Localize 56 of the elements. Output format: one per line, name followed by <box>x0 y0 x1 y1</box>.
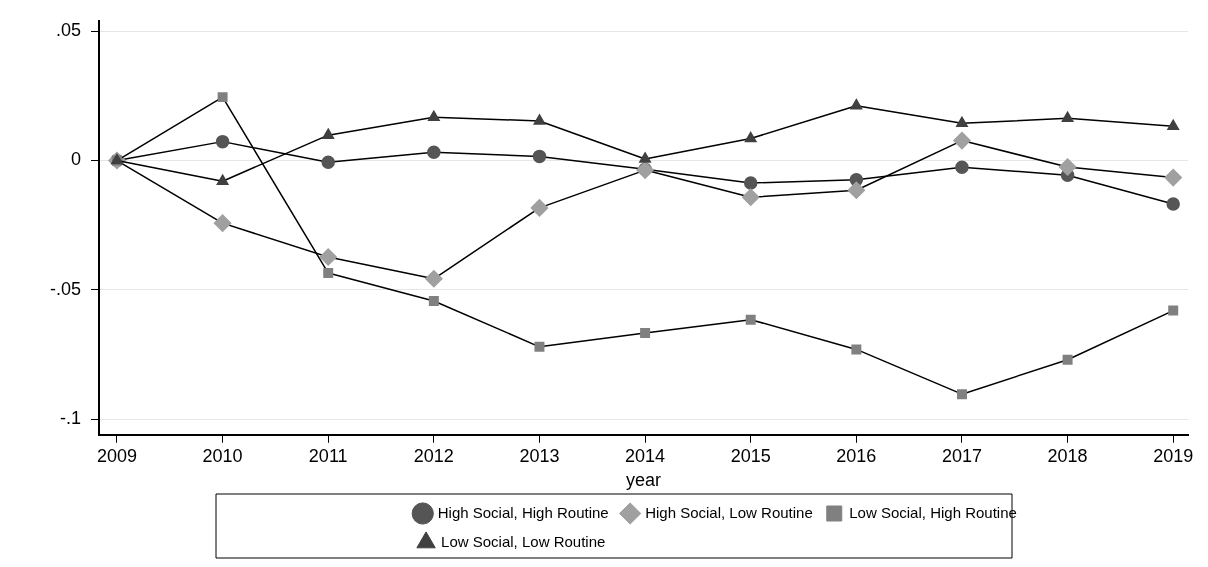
point <box>427 110 440 122</box>
point <box>956 389 967 400</box>
point <box>1061 111 1074 123</box>
point <box>323 268 334 279</box>
legend-label: Low Social, High Routine <box>849 503 1017 521</box>
y-tick-label: -.05 <box>49 278 82 299</box>
x-tick-label: 2015 <box>730 445 771 466</box>
x-tick-label: 2011 <box>308 445 348 466</box>
x-tick-label: 2013 <box>519 445 560 466</box>
y-tick-label: .05 <box>55 20 82 41</box>
x-tick-label: 2018 <box>1047 445 1088 466</box>
legend-label: High Social, High Routine <box>437 503 609 521</box>
legend-label: Low Social, Low Routine <box>441 532 606 550</box>
point <box>321 155 335 170</box>
point <box>216 174 229 185</box>
x-tick-label: 2017 <box>941 445 982 466</box>
x-tick-label: 2016 <box>836 445 877 466</box>
point <box>1058 158 1077 176</box>
point <box>640 328 651 339</box>
point <box>851 344 862 355</box>
point <box>953 131 971 150</box>
point <box>217 92 228 103</box>
point <box>428 296 439 307</box>
point <box>213 214 232 232</box>
point <box>956 116 968 128</box>
point <box>1062 354 1073 365</box>
point <box>744 131 757 143</box>
y-tick-label: 0 <box>71 149 82 170</box>
point <box>955 160 969 174</box>
point <box>322 128 335 139</box>
point <box>639 152 652 163</box>
point <box>847 181 866 200</box>
y-tick-label: -.1 <box>60 408 82 429</box>
point <box>530 199 549 217</box>
x-tick-label: 2012 <box>413 445 454 466</box>
x-tick-label: 2019 <box>1153 445 1194 466</box>
x-axis-title: year <box>626 470 662 491</box>
point <box>319 248 337 266</box>
point <box>741 188 760 207</box>
x-tick-label: 2014 <box>625 445 666 466</box>
x-tick-label: 2010 <box>202 445 243 466</box>
point <box>427 145 441 159</box>
x-tick-label: 2009 <box>96 445 137 466</box>
point <box>532 149 547 164</box>
legend-label: High Social, Low Routine <box>645 503 813 521</box>
point <box>745 314 756 325</box>
point <box>850 98 863 110</box>
point <box>1168 305 1179 316</box>
point <box>425 270 443 288</box>
point <box>534 341 545 352</box>
point <box>1164 168 1182 187</box>
point <box>1167 119 1180 131</box>
point <box>743 176 758 190</box>
point <box>215 134 230 149</box>
point <box>533 114 546 125</box>
point <box>1166 197 1180 211</box>
